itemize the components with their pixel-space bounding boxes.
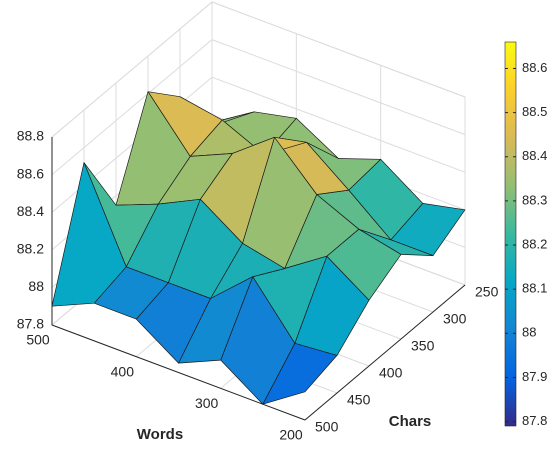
colorbar-tick-label: 87.8	[522, 413, 547, 428]
colorbar-tick-label: 88	[522, 325, 536, 340]
z-tick-label: 88.2	[17, 241, 44, 257]
z-tick-label: 87.8	[17, 316, 44, 332]
z-grid-line	[51, 39, 213, 175]
x-tick-label: 500	[26, 332, 50, 348]
z-tick-label: 88.4	[17, 203, 44, 219]
colorbar-tick-label: 88.3	[522, 192, 547, 207]
y-axis-label: Chars	[389, 413, 432, 430]
colorbar-tick-label: 88.1	[522, 281, 547, 296]
colorbar	[504, 41, 517, 427]
x-tick-label: 400	[111, 363, 135, 379]
x-tick-label: 200	[279, 427, 303, 443]
surface-face	[51, 162, 127, 307]
colorbar-tick-label: 88.4	[522, 148, 547, 163]
z-tick-label: 88.6	[17, 165, 44, 181]
z-grid-line	[51, 1, 213, 138]
y-tick-label: 450	[347, 392, 371, 408]
colorbar-tick-label: 88.2	[522, 236, 547, 251]
x-tick-label: 300	[195, 395, 219, 411]
x-axis-label: Words	[137, 426, 183, 443]
z-tick-label: 88.8	[17, 128, 44, 144]
z-tick-label: 88	[28, 278, 44, 294]
y-tick-label: 400	[379, 365, 403, 381]
y-axis-line	[304, 284, 466, 421]
y-tick-label: 300	[443, 311, 467, 327]
colorbar-tick-label: 87.9	[522, 369, 547, 384]
colorbar-tick-label: 88.6	[522, 60, 547, 75]
z-grid-line	[211, 39, 466, 136]
y-tick-label: 350	[411, 338, 435, 354]
colorbar-tick-label: 88.5	[522, 104, 547, 119]
z-grid-line	[211, 76, 466, 173]
z-grid-line	[211, 1, 466, 98]
y-tick-label: 250	[475, 284, 499, 300]
y-tick-label: 500	[315, 419, 339, 435]
